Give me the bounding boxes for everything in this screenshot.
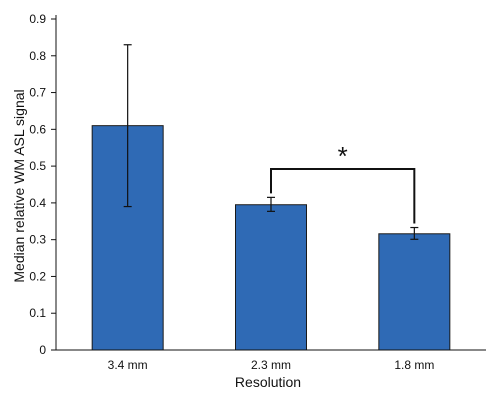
y-tick-label: 0.3 (29, 233, 46, 247)
x-axis-label: Resolution (235, 374, 301, 390)
y-tick-label: 0.9 (29, 12, 46, 26)
significance-bracket (270, 168, 416, 224)
significance-star: * (338, 141, 348, 171)
x-axis-ticks: 3.4 mm 2.3 mm 1.8 mm (108, 358, 435, 372)
x-tick-label: 2.3 mm (251, 358, 291, 372)
y-tick-label: 0.5 (29, 159, 46, 173)
bars (91, 125, 451, 351)
y-tick-label: 0.7 (29, 86, 46, 100)
annotations: * (270, 141, 416, 224)
y-tick-label: 0.2 (29, 269, 46, 283)
y-tick-label: 0.8 (29, 49, 46, 63)
bar (378, 233, 451, 351)
x-tick-label: 3.4 mm (108, 358, 148, 372)
y-tick-label: 0.1 (29, 306, 46, 320)
y-tick-label: 0.6 (29, 122, 46, 136)
y-tick-label: 0 (39, 343, 46, 357)
y-axis-ticks: 0 0.1 0.2 0.3 0.4 0.5 0.6 0.7 0.8 0.9 (29, 12, 56, 357)
bar (235, 204, 307, 351)
y-tick-label: 0.4 (29, 196, 46, 210)
x-tick-label: 1.8 mm (394, 358, 434, 372)
error-bars (123, 44, 419, 240)
y-axis-label: Median relative WM ASL signal (11, 89, 27, 282)
